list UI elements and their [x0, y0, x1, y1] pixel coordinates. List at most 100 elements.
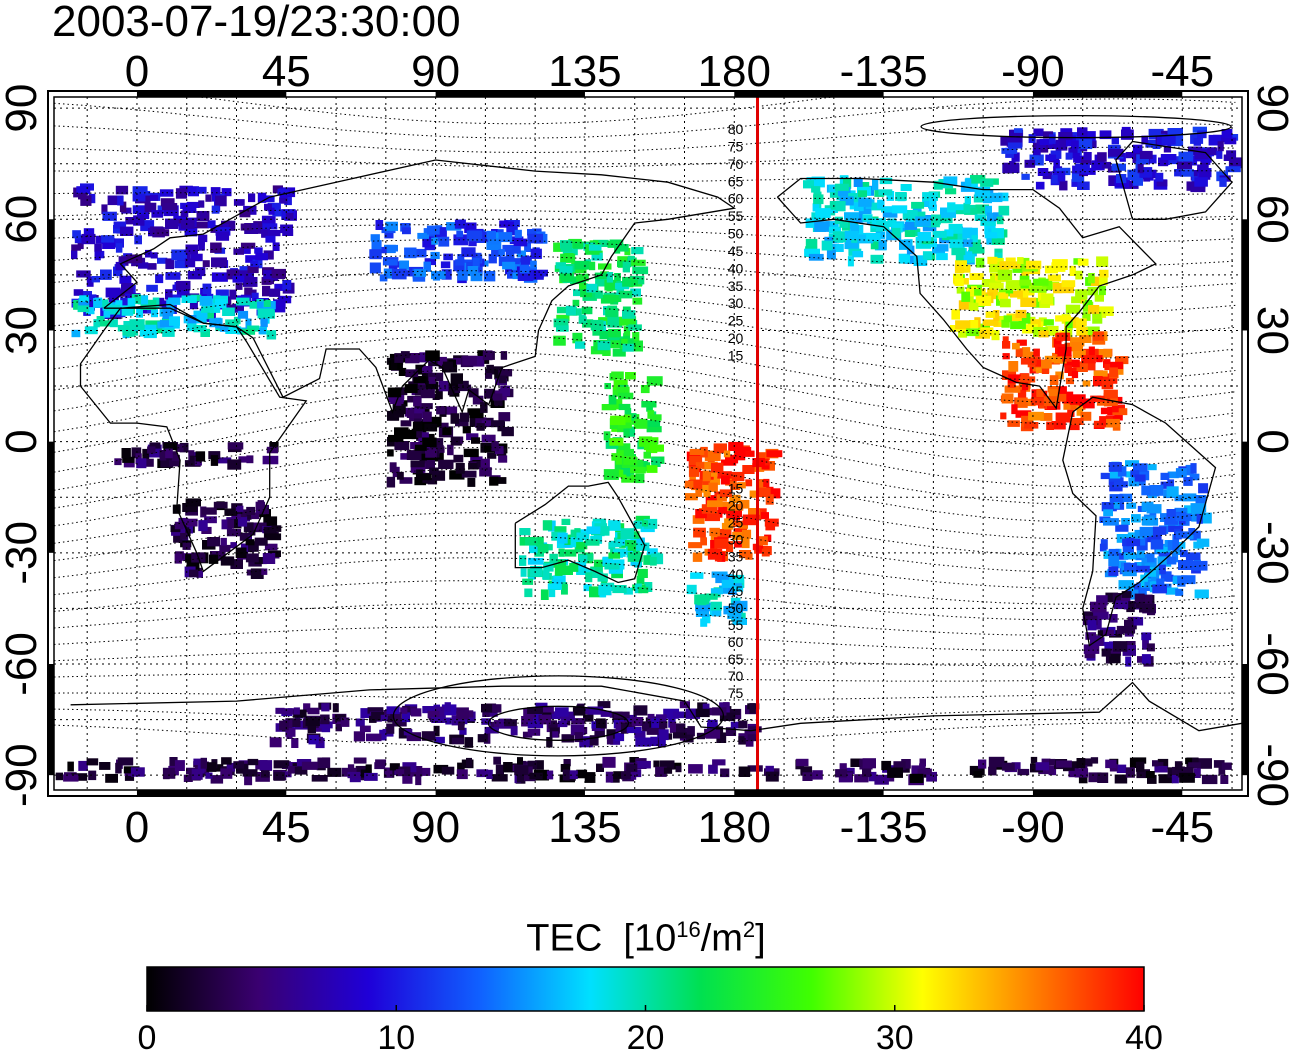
tec-cell	[1096, 355, 1103, 363]
tec-cell	[387, 713, 397, 723]
tec-cell	[1077, 127, 1088, 137]
tec-cell	[233, 316, 241, 325]
tec-cell	[1125, 767, 1135, 778]
tec-cell	[623, 456, 637, 465]
tec-cell	[527, 721, 544, 729]
tec-cell	[545, 544, 553, 551]
tec-cell	[1070, 401, 1086, 410]
tec-cell	[716, 732, 727, 743]
tec-cell	[569, 563, 579, 572]
tec-cell	[1099, 543, 1107, 552]
tec-cell	[850, 758, 861, 767]
tec-cell	[1180, 549, 1188, 558]
tec-cell	[237, 516, 248, 527]
tec-cell	[970, 239, 981, 247]
tec-cell	[442, 407, 454, 414]
tec-cell	[1090, 757, 1099, 764]
tec-cell	[124, 771, 135, 781]
tec-cell	[1103, 629, 1114, 636]
tec-cell	[1198, 483, 1209, 494]
tec-cell	[311, 775, 328, 782]
tec-cell	[225, 319, 239, 330]
tec-cell	[929, 198, 936, 208]
tec-cell	[482, 435, 490, 442]
tec-cell	[1136, 550, 1145, 558]
tec-cell	[414, 444, 427, 451]
tec-cell	[607, 316, 623, 328]
tec-cell	[870, 240, 879, 250]
tec-cell	[370, 234, 380, 242]
tec-cell	[955, 260, 967, 269]
tec-cell	[180, 219, 195, 229]
tec-cell	[546, 770, 554, 780]
tec-cell	[388, 395, 405, 403]
tec-cell	[293, 707, 300, 715]
tec-cell	[1025, 260, 1042, 270]
frame-tick-block	[1242, 219, 1248, 331]
tec-cell	[524, 588, 533, 598]
tec-cell	[240, 242, 256, 249]
tec-cell	[132, 186, 148, 195]
tec-cell	[1194, 589, 1209, 599]
tec-cell	[1108, 148, 1124, 157]
tec-cell	[529, 544, 544, 554]
tec-cell	[926, 771, 937, 782]
tec-cell	[1101, 161, 1112, 169]
tec-cell	[556, 325, 569, 332]
tec-cell	[424, 423, 438, 432]
tec-cell	[536, 536, 544, 547]
tec-cell	[71, 250, 78, 260]
tec-cell	[475, 417, 487, 428]
tec-cell	[576, 273, 589, 282]
tec-cell	[201, 306, 214, 313]
tec-cell	[364, 772, 378, 781]
tec-cell	[151, 210, 164, 218]
tec-cell	[466, 433, 479, 441]
tec-cell	[1038, 330, 1049, 338]
tec-cell	[940, 207, 956, 218]
tec-cell	[655, 766, 667, 777]
contour-label: 25	[728, 313, 744, 329]
tec-cell	[631, 769, 642, 778]
tec-cell	[737, 482, 746, 489]
tec-cell	[129, 319, 145, 330]
tec-cell	[974, 214, 987, 221]
tec-cell	[187, 315, 197, 324]
tec-cell	[254, 537, 268, 546]
tec-cell	[993, 310, 1000, 321]
tec-cell	[1132, 150, 1140, 159]
tec-cell	[1069, 265, 1076, 276]
tec-cell	[854, 202, 864, 212]
tec-cell	[1049, 758, 1056, 766]
lat-tick-label-right: -30	[1248, 521, 1292, 585]
tec-cell	[721, 579, 734, 588]
tec-cell	[1196, 538, 1210, 547]
tec-cell	[626, 764, 638, 772]
tec-cell	[402, 712, 410, 723]
tec-cell	[542, 570, 550, 580]
tec-cell	[1001, 319, 1010, 328]
tec-cell	[438, 380, 449, 392]
tec-cell	[121, 448, 131, 459]
tec-cell	[625, 372, 636, 380]
tec-cell	[457, 762, 465, 773]
tec-cell	[415, 473, 432, 481]
tec-cell	[1093, 376, 1103, 387]
tec-cell	[688, 764, 703, 774]
tec-cell	[500, 385, 510, 396]
tec-cell	[984, 232, 998, 239]
tec-cell	[1112, 408, 1128, 416]
tec-cell	[285, 212, 294, 220]
tec-cell	[1032, 278, 1049, 286]
tec-cell	[1082, 380, 1091, 387]
tec-cell	[467, 266, 479, 277]
tec-cell	[387, 387, 402, 398]
tec-cell	[174, 553, 182, 564]
tec-cell	[1084, 326, 1100, 337]
tec-cell	[891, 205, 908, 214]
tec-cell	[712, 759, 726, 766]
tec-cell	[488, 253, 497, 264]
tec-cell	[638, 586, 649, 594]
tec-cell	[121, 283, 134, 294]
tec-cell	[261, 568, 268, 575]
